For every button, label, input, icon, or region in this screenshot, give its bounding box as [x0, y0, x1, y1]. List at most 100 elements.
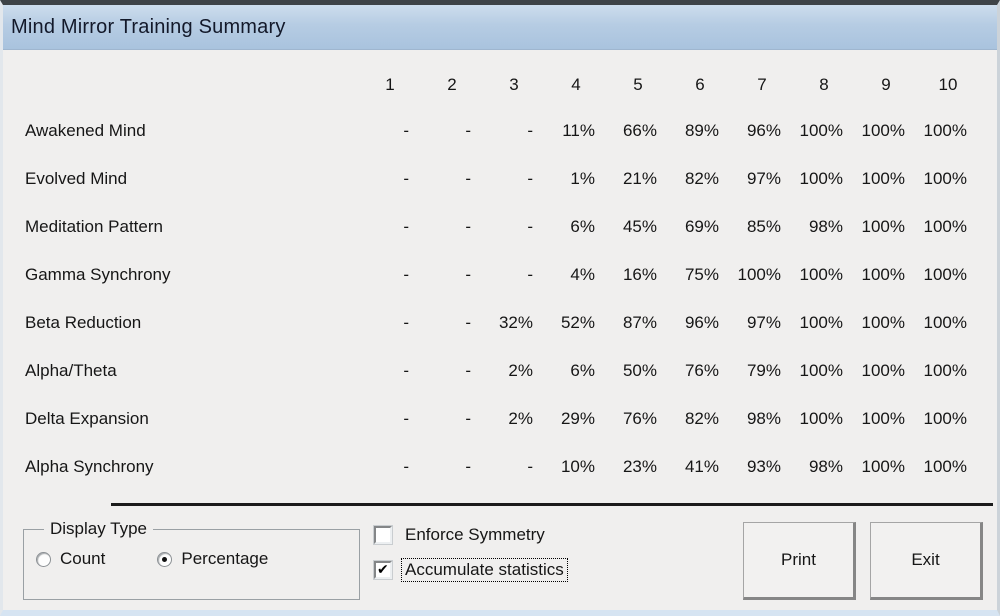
table-cell: 100%: [923, 361, 967, 380]
display-type-legend: Display Type: [50, 519, 148, 538]
table-cell: -: [465, 265, 471, 284]
table-row-evolved-mind: Evolved Mind - - - 1% 21% 82% 97% 100% 100% 100%: [23, 155, 979, 203]
radio-button-icon[interactable]: [36, 551, 51, 567]
table-cell: 96%: [746, 121, 781, 140]
table-row-meditation-pattern: Meditation Pattern - - - 6% 45% 69% 85% 98% 100% 1…: [23, 203, 979, 251]
table-row-beta-reduction: Beta Reduction - - 32% 52% 87% 96% 97% 100% 100% 1…: [23, 299, 979, 347]
table-cell: 69%: [684, 217, 719, 236]
table-cell: 100%: [799, 361, 843, 380]
table-cell: 98%: [746, 409, 781, 428]
table-cell: 100%: [861, 409, 905, 428]
table-cell: 10%: [560, 457, 595, 476]
table-cell: 93%: [746, 457, 781, 476]
table-cell: 97%: [746, 313, 781, 332]
table-cell: -: [465, 217, 471, 236]
row-label: Evolved Mind: [25, 169, 128, 188]
table-cell: -: [403, 121, 409, 140]
table-cell: 96%: [684, 313, 719, 332]
table-cell: 75%: [684, 265, 719, 284]
table-cell: 100%: [923, 457, 967, 476]
table-row-alpha-theta: Alpha/Theta - - 2% 6% 50% 76% 79% 100% 100% 100%: [23, 347, 979, 395]
column-header-7: 7: [757, 75, 767, 94]
table-cell: -: [403, 265, 409, 284]
table-cell: 100%: [799, 313, 843, 332]
column-header-10: 10: [938, 75, 958, 94]
table-cell: 82%: [684, 169, 719, 188]
table-cell: 100%: [861, 457, 905, 476]
table-cell: 41%: [684, 457, 719, 476]
checkbox-icon[interactable]: [374, 526, 392, 544]
table-header-row: 1 2 3 4 5 6 7 8 9 10: [23, 63, 979, 107]
row-label: Delta Expansion: [25, 409, 149, 428]
table-cell: 100%: [923, 409, 967, 428]
table-cell: 100%: [799, 265, 843, 284]
print-button[interactable]: Print: [743, 522, 856, 600]
checkbox-icon[interactable]: [374, 561, 392, 579]
table-cell: -: [403, 313, 409, 332]
column-header-2: 2: [447, 75, 457, 94]
table-cell: 11%: [562, 121, 595, 140]
table-cell: 100%: [799, 121, 843, 140]
column-header-8: 8: [819, 75, 829, 94]
column-header-6: 6: [695, 75, 705, 94]
separator-line: [111, 503, 993, 506]
table-cell: 100%: [861, 217, 905, 236]
table-cell: -: [527, 169, 533, 188]
table-cell: -: [465, 361, 471, 380]
title-bar: Mind Mirror Training Summary: [3, 5, 997, 50]
row-label-header: [23, 63, 359, 107]
checkbox-accumulate-statistics[interactable]: Accumulate statistics: [374, 558, 568, 582]
table-cell: -: [465, 121, 471, 140]
table-cell: 50%: [622, 361, 657, 380]
radio-option-count[interactable]: Count: [36, 549, 105, 569]
table-cell: 100%: [923, 313, 967, 332]
table-row-alpha-synchrony: Alpha Synchrony - - - 10% 23% 41% 93% 98% 100% 100…: [23, 443, 979, 491]
table-row-awakened-mind: Awakened Mind - - - 11% 66% 89% 96% 100% 100% 100%: [23, 107, 979, 155]
table-cell: 1%: [570, 169, 595, 188]
table-cell: 52%: [560, 313, 595, 332]
checkbox-label: Accumulate statistics: [401, 558, 568, 582]
table-cell: 100%: [799, 409, 843, 428]
table-cell: 100%: [861, 265, 905, 284]
column-header-5: 5: [633, 75, 643, 94]
table-cell: 100%: [923, 169, 967, 188]
table-cell: -: [465, 409, 471, 428]
table-cell: -: [527, 265, 533, 284]
table-cell: 6%: [570, 361, 595, 380]
table-cell: 82%: [684, 409, 719, 428]
table-cell: 76%: [622, 409, 657, 428]
table-cell: 2%: [508, 409, 533, 428]
table-cell: -: [403, 217, 409, 236]
row-label: Gamma Synchrony: [25, 265, 171, 284]
table-cell: -: [403, 169, 409, 188]
table-cell: -: [403, 361, 409, 380]
display-type-group: Display Type Count Percentage: [23, 519, 360, 600]
table-cell: 100%: [861, 313, 905, 332]
table-cell: 87%: [622, 313, 657, 332]
table-cell: 100%: [861, 361, 905, 380]
column-header-1: 1: [385, 75, 395, 94]
exit-button[interactable]: Exit: [870, 522, 983, 600]
table-cell: 85%: [746, 217, 781, 236]
column-header-4: 4: [571, 75, 581, 94]
table-cell: 98%: [808, 217, 843, 236]
table-row-delta-expansion: Delta Expansion - - 2% 29% 76% 82% 98% 100% 100% 1…: [23, 395, 979, 443]
checkbox-label: Enforce Symmetry: [405, 525, 545, 544]
table-cell: 66%: [622, 121, 657, 140]
table-cell: 100%: [861, 169, 905, 188]
radio-label: Count: [60, 549, 106, 568]
radio-option-percentage[interactable]: Percentage: [157, 549, 268, 569]
row-label: Awakened Mind: [25, 121, 146, 140]
table-cell: 100%: [923, 121, 967, 140]
table-cell: 76%: [684, 361, 719, 380]
table-cell: -: [527, 121, 533, 140]
table-cell: 98%: [808, 457, 843, 476]
row-label: Meditation Pattern: [25, 217, 163, 236]
table-cell: 6%: [570, 217, 595, 236]
table-cell: -: [527, 217, 533, 236]
table-cell: 21%: [622, 169, 657, 188]
radio-button-icon[interactable]: [157, 551, 173, 567]
column-header-9: 9: [881, 75, 891, 94]
checkbox-enforce-symmetry[interactable]: Enforce Symmetry: [374, 524, 567, 546]
